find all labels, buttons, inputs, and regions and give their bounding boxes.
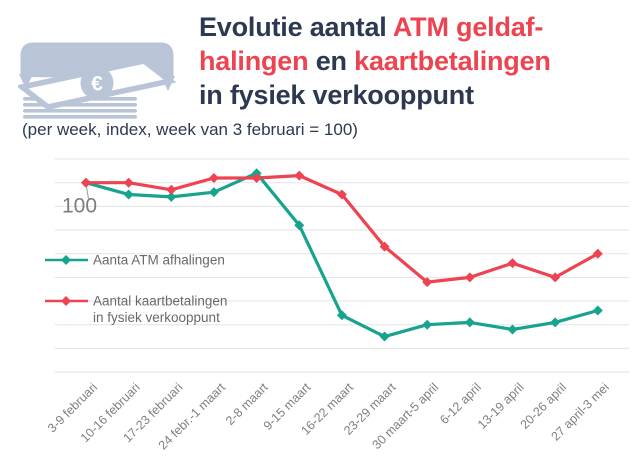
data-point-marker bbox=[592, 305, 603, 316]
title-segment: en bbox=[308, 46, 355, 76]
data-point-marker bbox=[208, 187, 219, 198]
data-point-marker bbox=[81, 177, 91, 188]
legend-label: in fysiek verkooppunt bbox=[93, 310, 220, 325]
data-point-marker bbox=[166, 191, 177, 202]
data-point-marker bbox=[336, 189, 347, 200]
data-point-marker bbox=[251, 172, 262, 183]
data-point-marker bbox=[294, 170, 305, 181]
data-point-marker bbox=[422, 319, 433, 330]
title-segment: Evolutie aantal bbox=[199, 12, 393, 42]
title-segment: kaartbetalingen bbox=[354, 46, 551, 76]
atm-slot-left-foot bbox=[19, 74, 33, 89]
title-line: Evolutie aantal ATM geldaf- bbox=[199, 10, 635, 44]
euro-coin-circle bbox=[80, 66, 114, 100]
title-line: in fysiek verkooppunt bbox=[199, 78, 635, 112]
page-title: Evolutie aantal ATM geldaf-halingen en k… bbox=[199, 10, 635, 112]
title-segment: halingen bbox=[199, 46, 309, 76]
data-point-marker bbox=[123, 189, 134, 200]
data-point-marker bbox=[379, 331, 390, 342]
banknote-stack-line bbox=[23, 115, 137, 119]
legend-marker bbox=[61, 296, 71, 306]
legend-label: Aanta ATM afhalingen bbox=[93, 253, 225, 268]
annotation-leader-line bbox=[86, 186, 89, 199]
data-point-marker bbox=[507, 258, 518, 269]
banknote-stack-line bbox=[23, 109, 137, 113]
data-point-marker bbox=[464, 272, 475, 283]
data-point-marker bbox=[464, 317, 475, 328]
data-point-marker bbox=[550, 317, 561, 328]
chart-subtitle: (per week, index, week van 3 februari = … bbox=[22, 120, 358, 139]
title-segment: in fysiek verkooppunt bbox=[199, 80, 474, 110]
euro-symbol: € bbox=[91, 73, 103, 96]
data-point-marker bbox=[336, 310, 347, 321]
data-point-marker bbox=[507, 324, 518, 335]
data-point-marker bbox=[294, 220, 305, 231]
data-point-marker bbox=[422, 277, 433, 288]
baseline-100-label: 100 bbox=[62, 195, 97, 218]
data-point-marker bbox=[208, 172, 219, 183]
data-point-marker bbox=[166, 184, 177, 195]
title-segment: ATM geldaf- bbox=[392, 12, 544, 42]
data-point-marker bbox=[379, 241, 390, 252]
atm-cash-withdrawal-icon: € bbox=[18, 42, 176, 119]
legend-marker bbox=[61, 255, 71, 265]
title-line: halingen en kaartbetalingen bbox=[199, 44, 635, 78]
data-point-marker bbox=[550, 272, 561, 283]
data-point-marker bbox=[592, 248, 603, 259]
data-point-marker bbox=[123, 177, 134, 188]
legend-label: Aantal kaartbetalingen bbox=[93, 294, 227, 309]
